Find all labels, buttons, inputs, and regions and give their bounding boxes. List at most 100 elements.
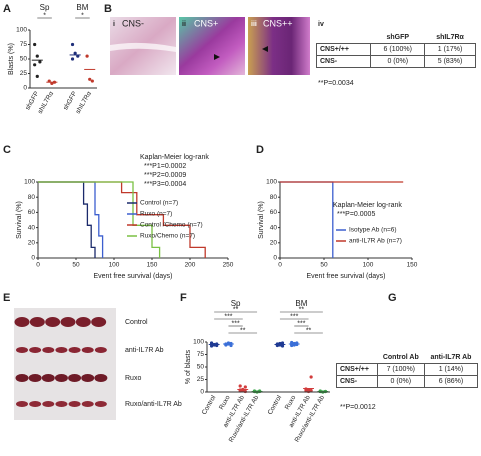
significance-label: ** [233, 306, 239, 313]
annotation: Kaplan-Meier log-rank [333, 202, 402, 209]
x-tick-label: 0 [278, 262, 282, 269]
x-tick-label: 150 [407, 262, 418, 269]
y-axis-label: Blasts (%) [8, 43, 15, 75]
y-tick-label: 0 [31, 255, 35, 262]
annotation: ***P3=0.0004 [144, 181, 186, 188]
data-point [85, 54, 89, 58]
spleen [16, 347, 28, 353]
y-tick-label: 20 [270, 240, 278, 247]
data-point [290, 340, 294, 345]
spleen [15, 374, 29, 382]
y-tick-label: 20 [28, 240, 36, 247]
arrowhead [214, 54, 220, 60]
y-tick-label: 25 [197, 376, 205, 383]
histology-image [179, 17, 245, 75]
result-table: shGFP shIL7Rα CNS+/++ 6 (100%) 1 (17%) CNS-… [315, 32, 476, 68]
data-point [38, 60, 42, 64]
panel-label: E [3, 292, 10, 304]
spleen [60, 317, 76, 327]
y-tick-label: 100 [16, 27, 27, 34]
spleen [75, 317, 91, 327]
data-point [90, 79, 94, 83]
data-point [70, 42, 75, 47]
x-tick-label: 0 [36, 262, 40, 269]
spleen [94, 347, 107, 353]
spleen [94, 401, 107, 407]
photo-label: Ruxo/anti-IL7R Ab [125, 401, 182, 408]
data-point [209, 344, 214, 348]
y-tick-label: 25 [20, 70, 28, 77]
table-header: Control Ab [377, 352, 425, 364]
significance-label: ** [299, 306, 305, 313]
data-point [33, 42, 37, 47]
legend-label: Ruxo/Chemo (n=7) [140, 233, 195, 240]
histology-detail [110, 42, 176, 52]
group-label: Sp [40, 3, 50, 12]
panel-label: D [256, 144, 264, 156]
survival-curve [38, 181, 104, 258]
data-point [238, 384, 242, 388]
y-tick-label: 100 [24, 179, 35, 186]
significance-label: *** [290, 313, 298, 320]
y-tick-label: 40 [28, 224, 36, 231]
x-tick-label: 200 [185, 262, 196, 269]
spleen [81, 401, 94, 407]
data-point [73, 51, 77, 55]
y-tick-label: 0 [23, 85, 27, 92]
legend-label: Control (n=7) [140, 200, 178, 207]
annotation: ***P=0.0005 [337, 211, 375, 218]
spleen [14, 317, 30, 327]
x-tick-label: 250 [223, 262, 234, 269]
table-header: anti-IL7R Ab [424, 352, 478, 364]
row-header: CNS+/++ [315, 43, 372, 56]
spleen [28, 374, 42, 382]
category-label: Control [201, 394, 218, 416]
spleen-photo-content [14, 317, 108, 407]
y-tick-label: 40 [270, 224, 278, 231]
table-cell: 0 (0%) [376, 375, 425, 388]
category-label: Ruxo [218, 394, 232, 411]
significance-label: ** [240, 327, 246, 334]
spleen [42, 401, 55, 407]
data-point [309, 375, 313, 379]
table-cell: 1 (14%) [423, 363, 479, 376]
image-label: CNS+ [194, 18, 218, 28]
data-point [243, 385, 247, 389]
y-tick-label: 0 [200, 389, 204, 396]
p-value: **P=0.0012 [340, 404, 376, 411]
row-header: CNS- [315, 55, 372, 68]
photo-label: Control [125, 319, 148, 326]
spleen [29, 317, 45, 327]
table-cell: 0 (0%) [370, 55, 426, 68]
data-point [88, 77, 92, 81]
table-cell: 6 (100%) [370, 43, 426, 56]
data-point [229, 343, 233, 348]
panel-label: A [3, 3, 11, 15]
data-point [280, 341, 285, 345]
y-tick-label: 80 [28, 194, 36, 201]
significance-label: *** [297, 320, 305, 327]
row-header: CNS+/++ [336, 363, 378, 376]
y-tick-label: 50 [197, 364, 205, 371]
image-numeral: iii [251, 21, 257, 28]
spleen [68, 347, 81, 353]
data-point [35, 74, 39, 78]
data-point [70, 57, 75, 61]
data-point [35, 54, 39, 58]
x-tick-label: 100 [109, 262, 120, 269]
spleen [55, 347, 68, 353]
survival-curve [38, 181, 96, 258]
significance-label: * [43, 12, 46, 19]
data-point [309, 388, 313, 393]
y-axis-label: Survival (%) [16, 201, 23, 239]
data-point [209, 341, 214, 345]
table-cell: 7 (100%) [376, 363, 425, 376]
group-label: Sp [231, 299, 241, 308]
legend-label: Ruxo (n=7) [140, 211, 172, 218]
histology-image [248, 17, 310, 75]
table-numeral: iv [318, 21, 324, 28]
image-label: CNS- [122, 18, 144, 28]
x-tick-label: 50 [320, 262, 328, 269]
